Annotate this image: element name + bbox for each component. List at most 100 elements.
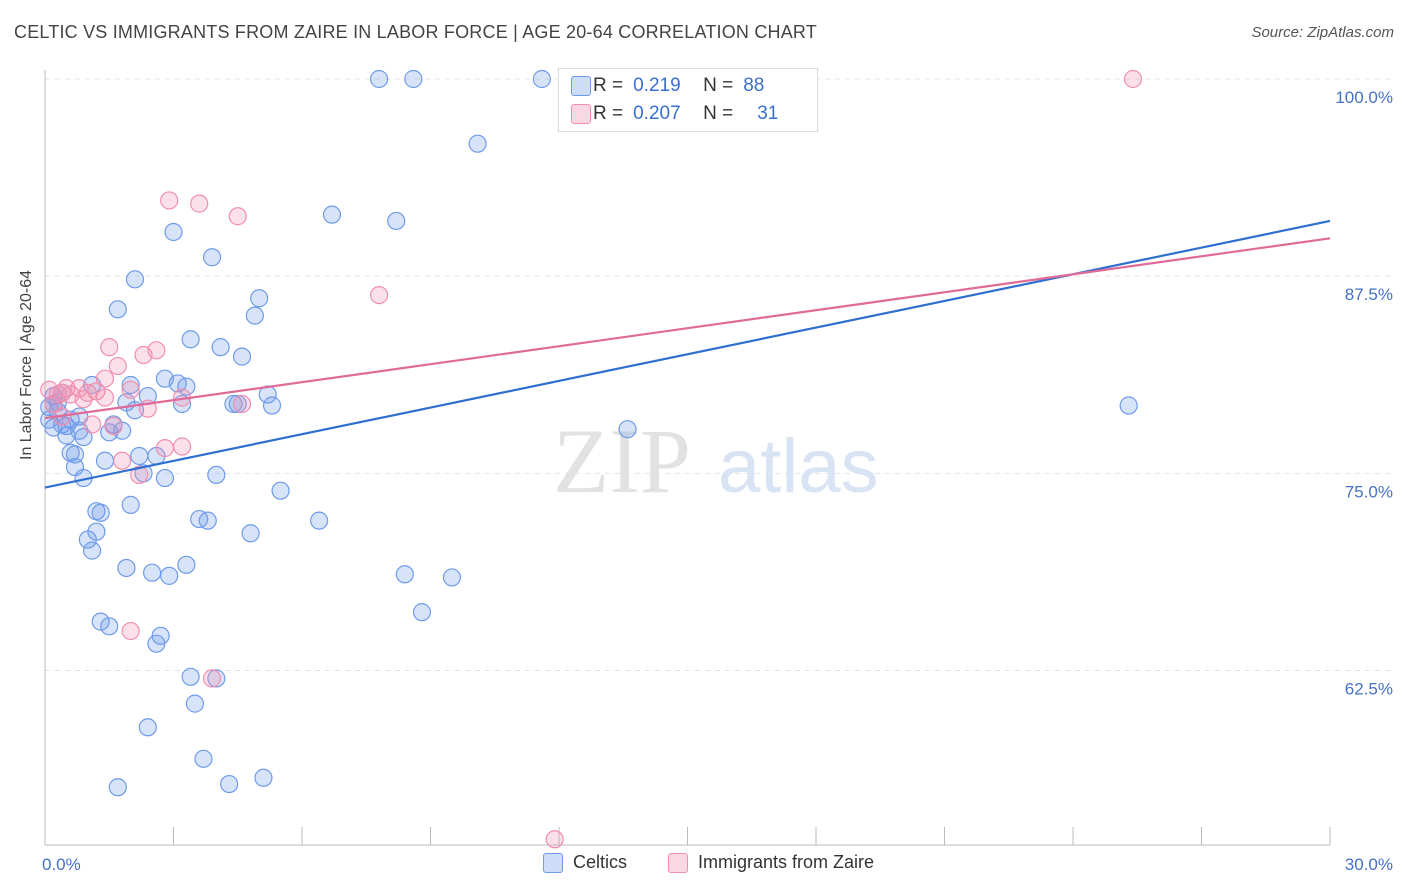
point-zaire [160,191,179,210]
point-celtics [532,69,551,89]
point-celtics [138,718,157,737]
chart-source: Source: ZipAtlas.com [1251,24,1394,41]
legend-label-zaire: Immigrants from Zaire [698,852,875,872]
point-celtics [370,69,389,89]
point-zaire [95,369,115,388]
point-celtics [442,568,462,587]
n-label: N = [703,103,734,124]
point-celtics [74,427,93,447]
point-celtics [211,338,230,357]
data-points [40,69,1143,849]
point-celtics [91,612,110,631]
n-value: 31 [757,103,779,124]
point-zaire [172,437,192,456]
point-celtics [181,667,200,686]
point-celtics [155,468,175,488]
point-celtics [271,481,290,500]
point-zaire [121,380,140,399]
point-zaire [70,379,89,398]
point-celtics [121,375,140,395]
point-zaire [370,285,389,305]
point-celtics [181,330,200,349]
point-zaire [1123,69,1143,89]
point-celtics [468,134,487,153]
point-celtics [241,524,260,543]
point-zaire [545,830,564,849]
legend-series: Celtics Immigrants from Zaire [0,852,1406,878]
point-zaire [190,194,209,213]
point-celtics [151,626,170,645]
x-tick-label: 30.0% [1345,855,1393,874]
point-celtics [245,306,264,325]
y-tick-label: 87.5% [1345,285,1393,304]
trend-line-celtics [44,219,1331,489]
point-zaire [130,465,149,485]
point-celtics [232,347,252,366]
y-tick-label: 75.0% [1345,482,1393,501]
x-tick-label: 0.0% [42,855,81,874]
point-zaire [95,388,115,407]
legend-swatch-celtics [543,852,563,873]
point-celtics [1119,396,1138,415]
point-zaire [147,341,166,360]
y-tick-label: 100.0% [1335,88,1393,107]
watermark-zip: ZIP [553,410,691,512]
point-celtics [130,446,149,466]
chart-title: CELTIC VS IMMIGRANTS FROM ZAIRE IN LABOR… [14,22,817,42]
point-celtics [220,774,239,794]
point-celtics [177,555,196,574]
point-celtics [108,778,127,797]
point-celtics [177,377,196,396]
tick-labels: 100.0% 87.5% 75.0% 62.5% 0.0% 30.0% [42,88,1393,874]
n-value: 88 [743,75,765,96]
point-celtics [121,495,140,514]
point-celtics [262,396,282,415]
point-celtics [387,211,406,231]
point-celtics [404,69,423,89]
trend-lines [44,219,1331,489]
legend-stats-row-celtics: R = 0.219 N = 88 [571,72,765,100]
point-celtics [83,541,102,560]
point-celtics [100,617,119,636]
point-zaire [108,356,127,376]
r-label: R = [593,103,624,124]
r-value: 0.219 [633,75,681,96]
point-celtics [91,503,110,522]
point-celtics [194,749,213,768]
axes [44,70,1331,846]
point-zaire [202,669,222,688]
point-celtics [108,300,127,319]
legend-swatch-zaire [571,104,591,124]
grid-lines [45,78,1392,671]
legend-stats: R = 0.219 N = 88 R = 0.207 N = 31 [558,68,818,132]
point-celtics [142,563,162,582]
point-celtics [228,394,247,414]
point-celtics [250,289,269,308]
legend-item-celtics: Celtics [543,852,627,873]
point-celtics [254,768,273,787]
legend-label-celtics: Celtics [573,852,628,872]
r-value: 0.207 [633,103,681,124]
point-celtics [322,205,342,224]
point-celtics [87,522,106,541]
point-celtics [412,603,432,622]
y-tick-label: 62.5% [1345,680,1393,699]
trend-line-zaire [44,237,1331,420]
r-label: R = [593,75,624,96]
point-celtics [618,420,637,439]
legend-swatch-zaire [668,852,688,873]
point-celtics [207,465,226,485]
watermark-atlas: atlas [718,424,879,509]
point-celtics [65,445,85,464]
point-zaire [155,438,175,458]
point-zaire [121,621,140,641]
point-celtics [185,694,205,713]
point-celtics [57,416,76,436]
legend-swatch-celtics [571,76,591,96]
point-celtics [160,566,179,585]
point-celtics [198,511,217,530]
point-celtics [202,248,222,267]
point-celtics [95,451,115,470]
point-zaire [83,415,102,434]
